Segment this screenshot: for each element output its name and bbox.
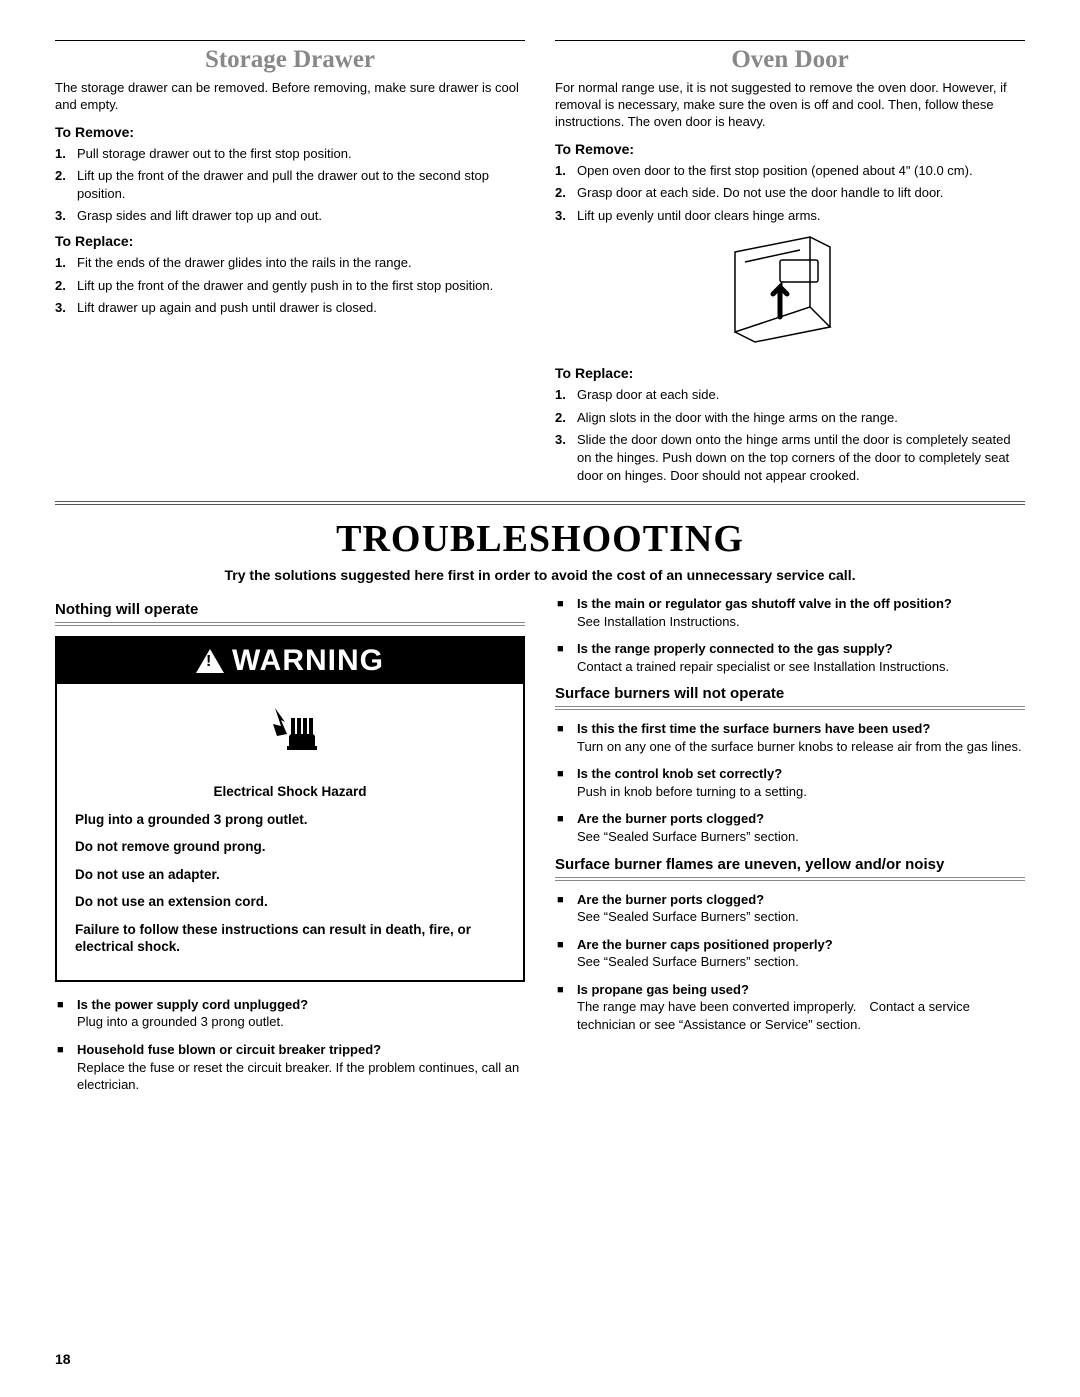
ts-question: Are the burner ports clogged? — [577, 891, 1025, 909]
ts-question: Are the burner caps positioned properly? — [577, 936, 1025, 954]
troubleshooting-columns: Nothing will operate WARNING — [55, 595, 1025, 1104]
warning-line: Failure to follow these instructions can… — [75, 921, 505, 956]
warning-body: Electrical Shock Hazard Plug into a grou… — [57, 779, 523, 980]
oven-door-title: Oven Door — [555, 40, 1025, 74]
list-item: Align slots in the door with the hinge a… — [577, 409, 1025, 427]
troubleshooting-title: TROUBLESHOOTING — [55, 517, 1025, 561]
ts-right-list-2: Is this the first time the surface burne… — [555, 720, 1025, 845]
oven-replace-head: To Replace: — [555, 365, 1025, 381]
ts-answer: Turn on any one of the surface burner kn… — [577, 739, 1022, 754]
ts-question: Is the power supply cord unplugged? — [77, 996, 525, 1014]
list-item: Grasp door at each side. — [577, 386, 1025, 404]
hazard-title: Electrical Shock Hazard — [75, 783, 505, 801]
ts-head-surface: Surface burners will not operate — [555, 685, 1025, 702]
ts-question: Are the burner ports clogged? — [577, 810, 1025, 828]
ts-answer: See “Sealed Surface Burners” section. — [577, 909, 799, 924]
warning-line: Do not use an adapter. — [75, 866, 505, 884]
ts-item: Is the power supply cord unplugged? Plug… — [77, 996, 525, 1031]
shock-hazard-icon — [57, 684, 523, 779]
ts-item: Is the main or regulator gas shutoff val… — [577, 595, 1025, 630]
ts-item: Is the range properly connected to the g… — [577, 640, 1025, 675]
troubleshooting-subtitle: Try the solutions suggested here first i… — [55, 567, 1025, 583]
storage-drawer-title: Storage Drawer — [55, 40, 525, 74]
warning-line: Do not use an extension cord. — [75, 893, 505, 911]
warning-line: Do not remove ground prong. — [75, 838, 505, 856]
ts-item: Is propane gas being used? The range may… — [577, 981, 1025, 1034]
list-item: Lift up the front of the drawer and gent… — [77, 277, 525, 295]
divider — [55, 501, 1025, 505]
storage-replace-head: To Replace: — [55, 233, 525, 249]
list-item: Lift up evenly until door clears hinge a… — [577, 207, 1025, 225]
list-item: Lift up the front of the drawer and pull… — [77, 167, 525, 202]
ts-item: Household fuse blown or circuit breaker … — [77, 1041, 525, 1094]
ts-left-column: Nothing will operate WARNING — [55, 595, 525, 1104]
ts-item: Are the burner ports clogged? See “Seale… — [577, 810, 1025, 845]
oven-door-diagram — [555, 232, 1025, 357]
ts-question: Is the range properly connected to the g… — [577, 640, 1025, 658]
ts-answer: See Installation Instructions. — [577, 614, 740, 629]
storage-replace-list: Fit the ends of the drawer glides into t… — [55, 254, 525, 317]
oven-remove-head: To Remove: — [555, 141, 1025, 157]
ts-answer: See “Sealed Surface Burners” section. — [577, 829, 799, 844]
ts-question: Is this the first time the surface burne… — [577, 720, 1025, 738]
list-item: Pull storage drawer out to the first sto… — [77, 145, 525, 163]
ts-item: Are the burner caps positioned properly?… — [577, 936, 1025, 971]
ts-answer: See “Sealed Surface Burners” section. — [577, 954, 799, 969]
list-item: Slide the door down onto the hinge arms … — [577, 431, 1025, 484]
ts-item: Is the control knob set correctly? Push … — [577, 765, 1025, 800]
list-item: Grasp sides and lift drawer top up and o… — [77, 207, 525, 225]
oven-replace-list: Grasp door at each side. Align slots in … — [555, 386, 1025, 484]
divider — [555, 706, 1025, 710]
ts-answer: Contact a trained repair specialist or s… — [577, 659, 949, 674]
ts-answer: Plug into a grounded 3 prong outlet. — [77, 1014, 284, 1029]
ts-answer: The range may have been converted improp… — [577, 999, 970, 1032]
warning-header: WARNING — [57, 638, 523, 684]
ts-answer: Replace the fuse or reset the circuit br… — [77, 1060, 519, 1093]
ts-head-flames: Surface burner flames are uneven, yellow… — [555, 856, 1025, 873]
list-item: Grasp door at each side. Do not use the … — [577, 184, 1025, 202]
divider — [555, 877, 1025, 881]
ts-left-list: Is the power supply cord unplugged? Plug… — [55, 996, 525, 1094]
warning-label: WARNING — [232, 644, 384, 678]
list-item: Open oven door to the first stop positio… — [577, 162, 1025, 180]
oven-intro: For normal range use, it is not suggeste… — [555, 80, 1025, 131]
ts-right-list-3: Are the burner ports clogged? See “Seale… — [555, 891, 1025, 1034]
list-item: Fit the ends of the drawer glides into t… — [77, 254, 525, 272]
page-number: 18 — [55, 1351, 71, 1367]
ts-right-column: Is the main or regulator gas shutoff val… — [555, 595, 1025, 1104]
oven-door-column: Oven Door For normal range use, it is no… — [555, 40, 1025, 489]
oven-remove-list: Open oven door to the first stop positio… — [555, 162, 1025, 225]
warning-triangle-icon — [196, 649, 224, 673]
ts-head-nothing: Nothing will operate — [55, 601, 525, 618]
storage-remove-head: To Remove: — [55, 124, 525, 140]
storage-drawer-column: Storage Drawer The storage drawer can be… — [55, 40, 525, 489]
ts-question: Household fuse blown or circuit breaker … — [77, 1041, 525, 1059]
ts-right-list-1: Is the main or regulator gas shutoff val… — [555, 595, 1025, 675]
ts-item: Are the burner ports clogged? See “Seale… — [577, 891, 1025, 926]
top-columns: Storage Drawer The storage drawer can be… — [55, 40, 1025, 489]
list-item: Lift drawer up again and push until draw… — [77, 299, 525, 317]
ts-item: Is this the first time the surface burne… — [577, 720, 1025, 755]
storage-intro: The storage drawer can be removed. Befor… — [55, 80, 525, 114]
warning-line: Plug into a grounded 3 prong outlet. — [75, 811, 505, 829]
divider — [55, 622, 525, 626]
ts-question: Is the main or regulator gas shutoff val… — [577, 595, 1025, 613]
ts-answer: Push in knob before turning to a setting… — [577, 784, 807, 799]
warning-box: WARNING Electrical Shock Hazard — [55, 636, 525, 982]
ts-question: Is the control knob set correctly? — [577, 765, 1025, 783]
storage-remove-list: Pull storage drawer out to the first sto… — [55, 145, 525, 225]
ts-question: Is propane gas being used? — [577, 981, 1025, 999]
